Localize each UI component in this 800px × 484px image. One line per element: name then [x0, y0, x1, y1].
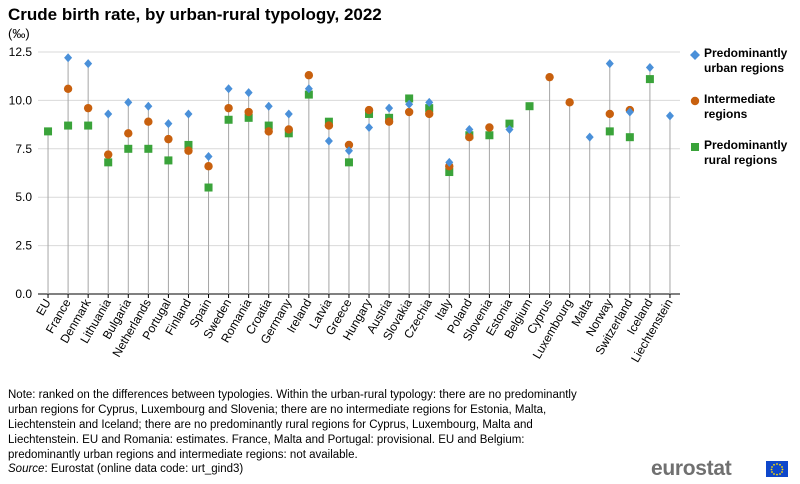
data-point-intermediate: [184, 146, 193, 155]
source-label: Source: [8, 463, 45, 475]
data-point-urban: [304, 84, 313, 94]
data-point-rural: [445, 168, 454, 177]
data-point-rural: [124, 144, 133, 153]
data-point-urban: [605, 59, 614, 69]
y-tick-label: 7.5: [15, 142, 32, 156]
data-point-urban: [144, 101, 153, 111]
data-point-intermediate: [404, 107, 414, 117]
data-point-intermediate: [204, 162, 213, 171]
data-point-intermediate: [425, 109, 434, 119]
chart-note: Note: ranked on the differences between …: [8, 389, 577, 461]
data-point-rural: [625, 133, 634, 142]
legend-item-rural: Predominantly rural regions: [690, 138, 800, 168]
data-point-urban: [324, 136, 333, 146]
data-point-rural: [204, 183, 213, 192]
data-point-rural: [405, 94, 414, 103]
data-point-rural: [505, 119, 514, 128]
data-point-rural: [344, 158, 353, 167]
y-tick-label: 10.0: [9, 93, 33, 107]
legend-label-urban: Predominantly urban regions: [704, 46, 788, 75]
data-point-urban: [585, 132, 594, 142]
data-point-rural: [605, 127, 614, 136]
data-point-urban: [244, 88, 253, 98]
data-point-urban: [184, 109, 193, 119]
data-point-rural: [44, 127, 53, 136]
legend-label-intermediate: Intermediate regions: [704, 92, 776, 121]
chart-title: Crude birth rate, by urban-rural typolog…: [8, 5, 382, 24]
data-point-intermediate: [63, 84, 73, 93]
data-point-urban: [425, 97, 434, 107]
data-point-intermediate: [83, 103, 93, 113]
legend-item-intermediate: Intermediate regions: [690, 92, 800, 122]
data-point-rural: [525, 102, 534, 111]
data-point-urban: [505, 124, 514, 134]
data-point-urban: [204, 152, 213, 162]
legend-item-urban: Predominantly urban regions: [690, 46, 800, 76]
data-point-urban: [665, 111, 674, 121]
data-point-urban: [104, 109, 113, 119]
data-point-intermediate: [384, 117, 394, 126]
data-point-rural: [164, 156, 173, 165]
chart-source: Source: Eurostat (online data code: urt_…: [8, 463, 243, 475]
data-point-urban: [365, 123, 374, 133]
data-point-urban: [164, 119, 173, 129]
data-point-urban: [625, 107, 634, 117]
data-point-rural: [304, 90, 313, 99]
eu-flag-icon: [766, 461, 788, 477]
data-point-rural: [104, 158, 113, 167]
data-point-rural: [645, 75, 654, 84]
data-point-urban: [264, 101, 273, 111]
data-point-rural: [224, 115, 233, 124]
data-point-urban: [344, 146, 353, 156]
data-point-urban: [645, 62, 654, 72]
data-point-rural: [84, 121, 93, 130]
data-point-urban: [284, 109, 293, 119]
logo-text: eurostat: [651, 457, 732, 480]
data-point-intermediate: [124, 129, 133, 138]
y-tick-label: 0.0: [15, 287, 32, 301]
data-point-intermediate: [364, 105, 374, 115]
data-point-rural: [64, 121, 73, 130]
data-point-urban: [405, 99, 414, 109]
data-point-rural: [144, 144, 153, 153]
chart-area: 0.02.55.07.510.012.5EUFranceDenmarkLithu…: [9, 45, 680, 365]
y-axis-unit: (‰): [8, 26, 30, 41]
data-point-intermediate: [284, 125, 293, 134]
legend: Predominantly urban regions Intermediate…: [690, 46, 800, 184]
data-point-rural: [184, 140, 193, 149]
square-marker-icon: [691, 143, 699, 151]
data-point-intermediate: [465, 132, 474, 142]
circle-marker-icon: [690, 96, 700, 106]
data-point-intermediate: [264, 127, 273, 136]
data-point-intermediate: [545, 72, 554, 82]
data-point-intermediate: [244, 107, 253, 117]
data-point-intermediate: [605, 109, 614, 119]
source-text: : Eurostat (online data code: urt_gind3): [44, 463, 244, 475]
data-point-urban: [84, 59, 93, 69]
y-tick-label: 2.5: [15, 239, 32, 253]
y-tick-label: 5.0: [15, 190, 32, 204]
data-point-urban: [64, 53, 73, 63]
data-point-intermediate: [324, 121, 334, 130]
data-point-rural: [425, 104, 434, 113]
data-point-rural: [244, 113, 253, 122]
data-point-urban: [224, 84, 233, 94]
legend-label-rural: Predominantly rural regions: [704, 138, 788, 167]
data-point-intermediate: [485, 123, 494, 132]
data-point-urban: [465, 124, 474, 134]
data-point-intermediate: [164, 134, 173, 144]
data-point-urban: [385, 103, 394, 113]
data-point-intermediate: [224, 103, 233, 113]
y-tick-label: 12.5: [9, 45, 33, 59]
data-point-urban: [124, 97, 133, 107]
data-point-intermediate: [104, 150, 113, 159]
data-point-intermediate: [304, 71, 314, 80]
data-point-rural: [264, 121, 273, 130]
data-point-intermediate: [344, 140, 354, 150]
data-point-intermediate: [144, 117, 153, 126]
data-point-urban: [445, 157, 454, 167]
diamond-marker-icon: [690, 50, 700, 60]
data-point-rural: [485, 131, 494, 140]
data-point-intermediate: [565, 98, 574, 107]
